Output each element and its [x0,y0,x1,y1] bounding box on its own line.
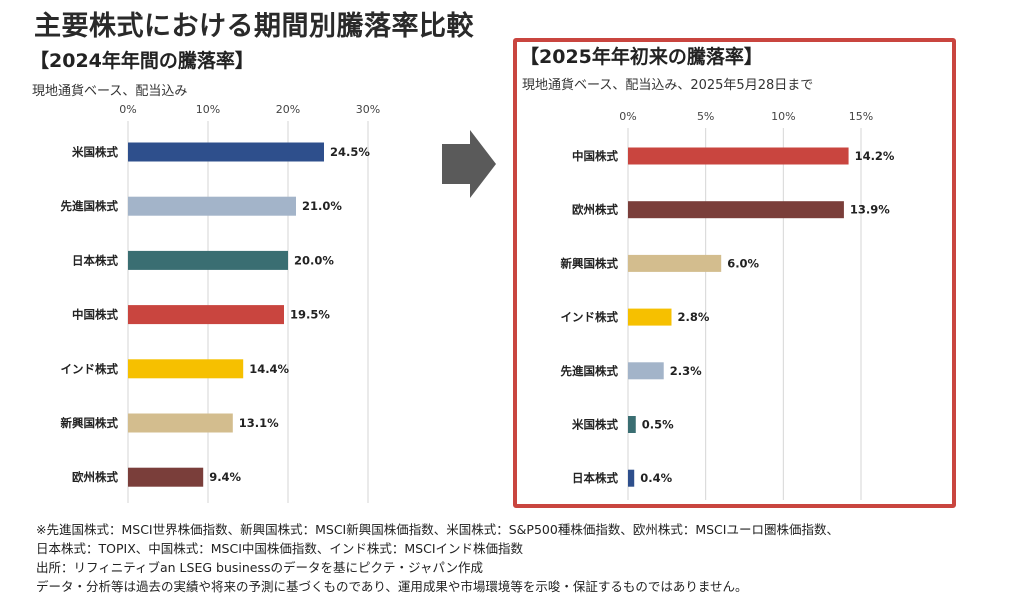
right-bar [628,308,672,326]
right-arrow-icon [442,130,496,198]
left-bar [128,359,244,379]
left-category-label: 欧州株式 [72,470,118,484]
left-bar [128,413,233,433]
highlight-frame [513,38,956,508]
right-tick-label: 0% [619,110,636,123]
right-tick-label: 15% [849,110,873,123]
left-bar [128,305,284,325]
footnote-disclaimer: データ・分析等は過去の実績や将来の予測に基づくものであり、運用成果や市場環境等を… [36,579,748,594]
right-category-label: 日本株式 [572,471,618,485]
left-value-label: 13.1% [239,416,279,430]
right-value-label: 0.5% [642,418,674,432]
left-tick-label: 20% [276,103,300,116]
left-tick-label: 10% [196,103,220,116]
right-tick-label: 5% [697,110,714,123]
right-value-label: 0.4% [640,471,672,485]
right-category-label: 先進国株式 [561,364,619,378]
right-value-label: 2.3% [670,364,702,378]
left-category-label: 米国株式 [71,145,118,159]
left-bar [128,467,204,487]
left-bar [128,142,324,162]
right-bar [628,362,664,380]
left-value-label: 14.4% [249,362,289,376]
left-value-label: 24.5% [330,145,370,159]
footnote-source: 出所：リフィニティブan LSEG businessのデータを基にピクテ・ジャパ… [36,560,483,575]
right-value-label: 13.9% [850,203,890,217]
right-category-label: 米国株式 [571,418,618,432]
left-bar [128,196,296,216]
footnote-indices-1: ※先進国株式：MSCI世界株価指数、新興国株式：MSCI新興国株価指数、米国株式… [36,522,839,537]
right-bar [628,147,849,165]
left-chart-title: 【2024年年間の騰落率】 [30,50,254,72]
left-value-label: 20.0% [294,253,334,267]
right-chart-title: 【2025年年初来の騰落率】 [520,46,763,68]
right-tick-label: 10% [771,110,795,123]
right-value-label: 2.8% [677,310,709,324]
right-category-label: 中国株式 [572,149,618,163]
right-chart-subtitle: 現地通貨ベース、配当込み、2025年5月28日まで [522,78,814,93]
page-title: 主要株式における期間別騰落率比較 [34,11,474,42]
left-tick-label: 30% [356,103,380,116]
right-category-label: インド株式 [561,310,619,324]
left-chart-subtitle: 現地通貨ベース、配当込み [32,84,188,99]
right-value-label: 6.0% [727,256,759,270]
left-value-label: 21.0% [302,199,342,213]
right-category-label: 新興国株式 [561,256,619,270]
left-category-label: 新興国株式 [61,416,119,430]
footnote-indices-2: 日本株式：TOPIX、中国株式：MSCI中国株価指数、インド株式：MSCIインド… [36,541,524,556]
left-bar [128,250,288,270]
left-value-label: 9.4% [209,470,241,484]
right-value-label: 14.2% [855,149,895,163]
right-category-label: 欧州株式 [572,203,618,217]
left-category-label: 中国株式 [72,308,118,322]
left-category-label: インド株式 [61,362,119,376]
left-category-label: 日本株式 [72,253,118,267]
right-bar [628,254,722,272]
left-category-label: 先進国株式 [61,199,119,213]
right-bar [628,469,635,487]
left-value-label: 19.5% [290,308,330,322]
right-bar [628,416,636,433]
right-bar [628,201,844,219]
left-tick-label: 0% [119,103,136,116]
